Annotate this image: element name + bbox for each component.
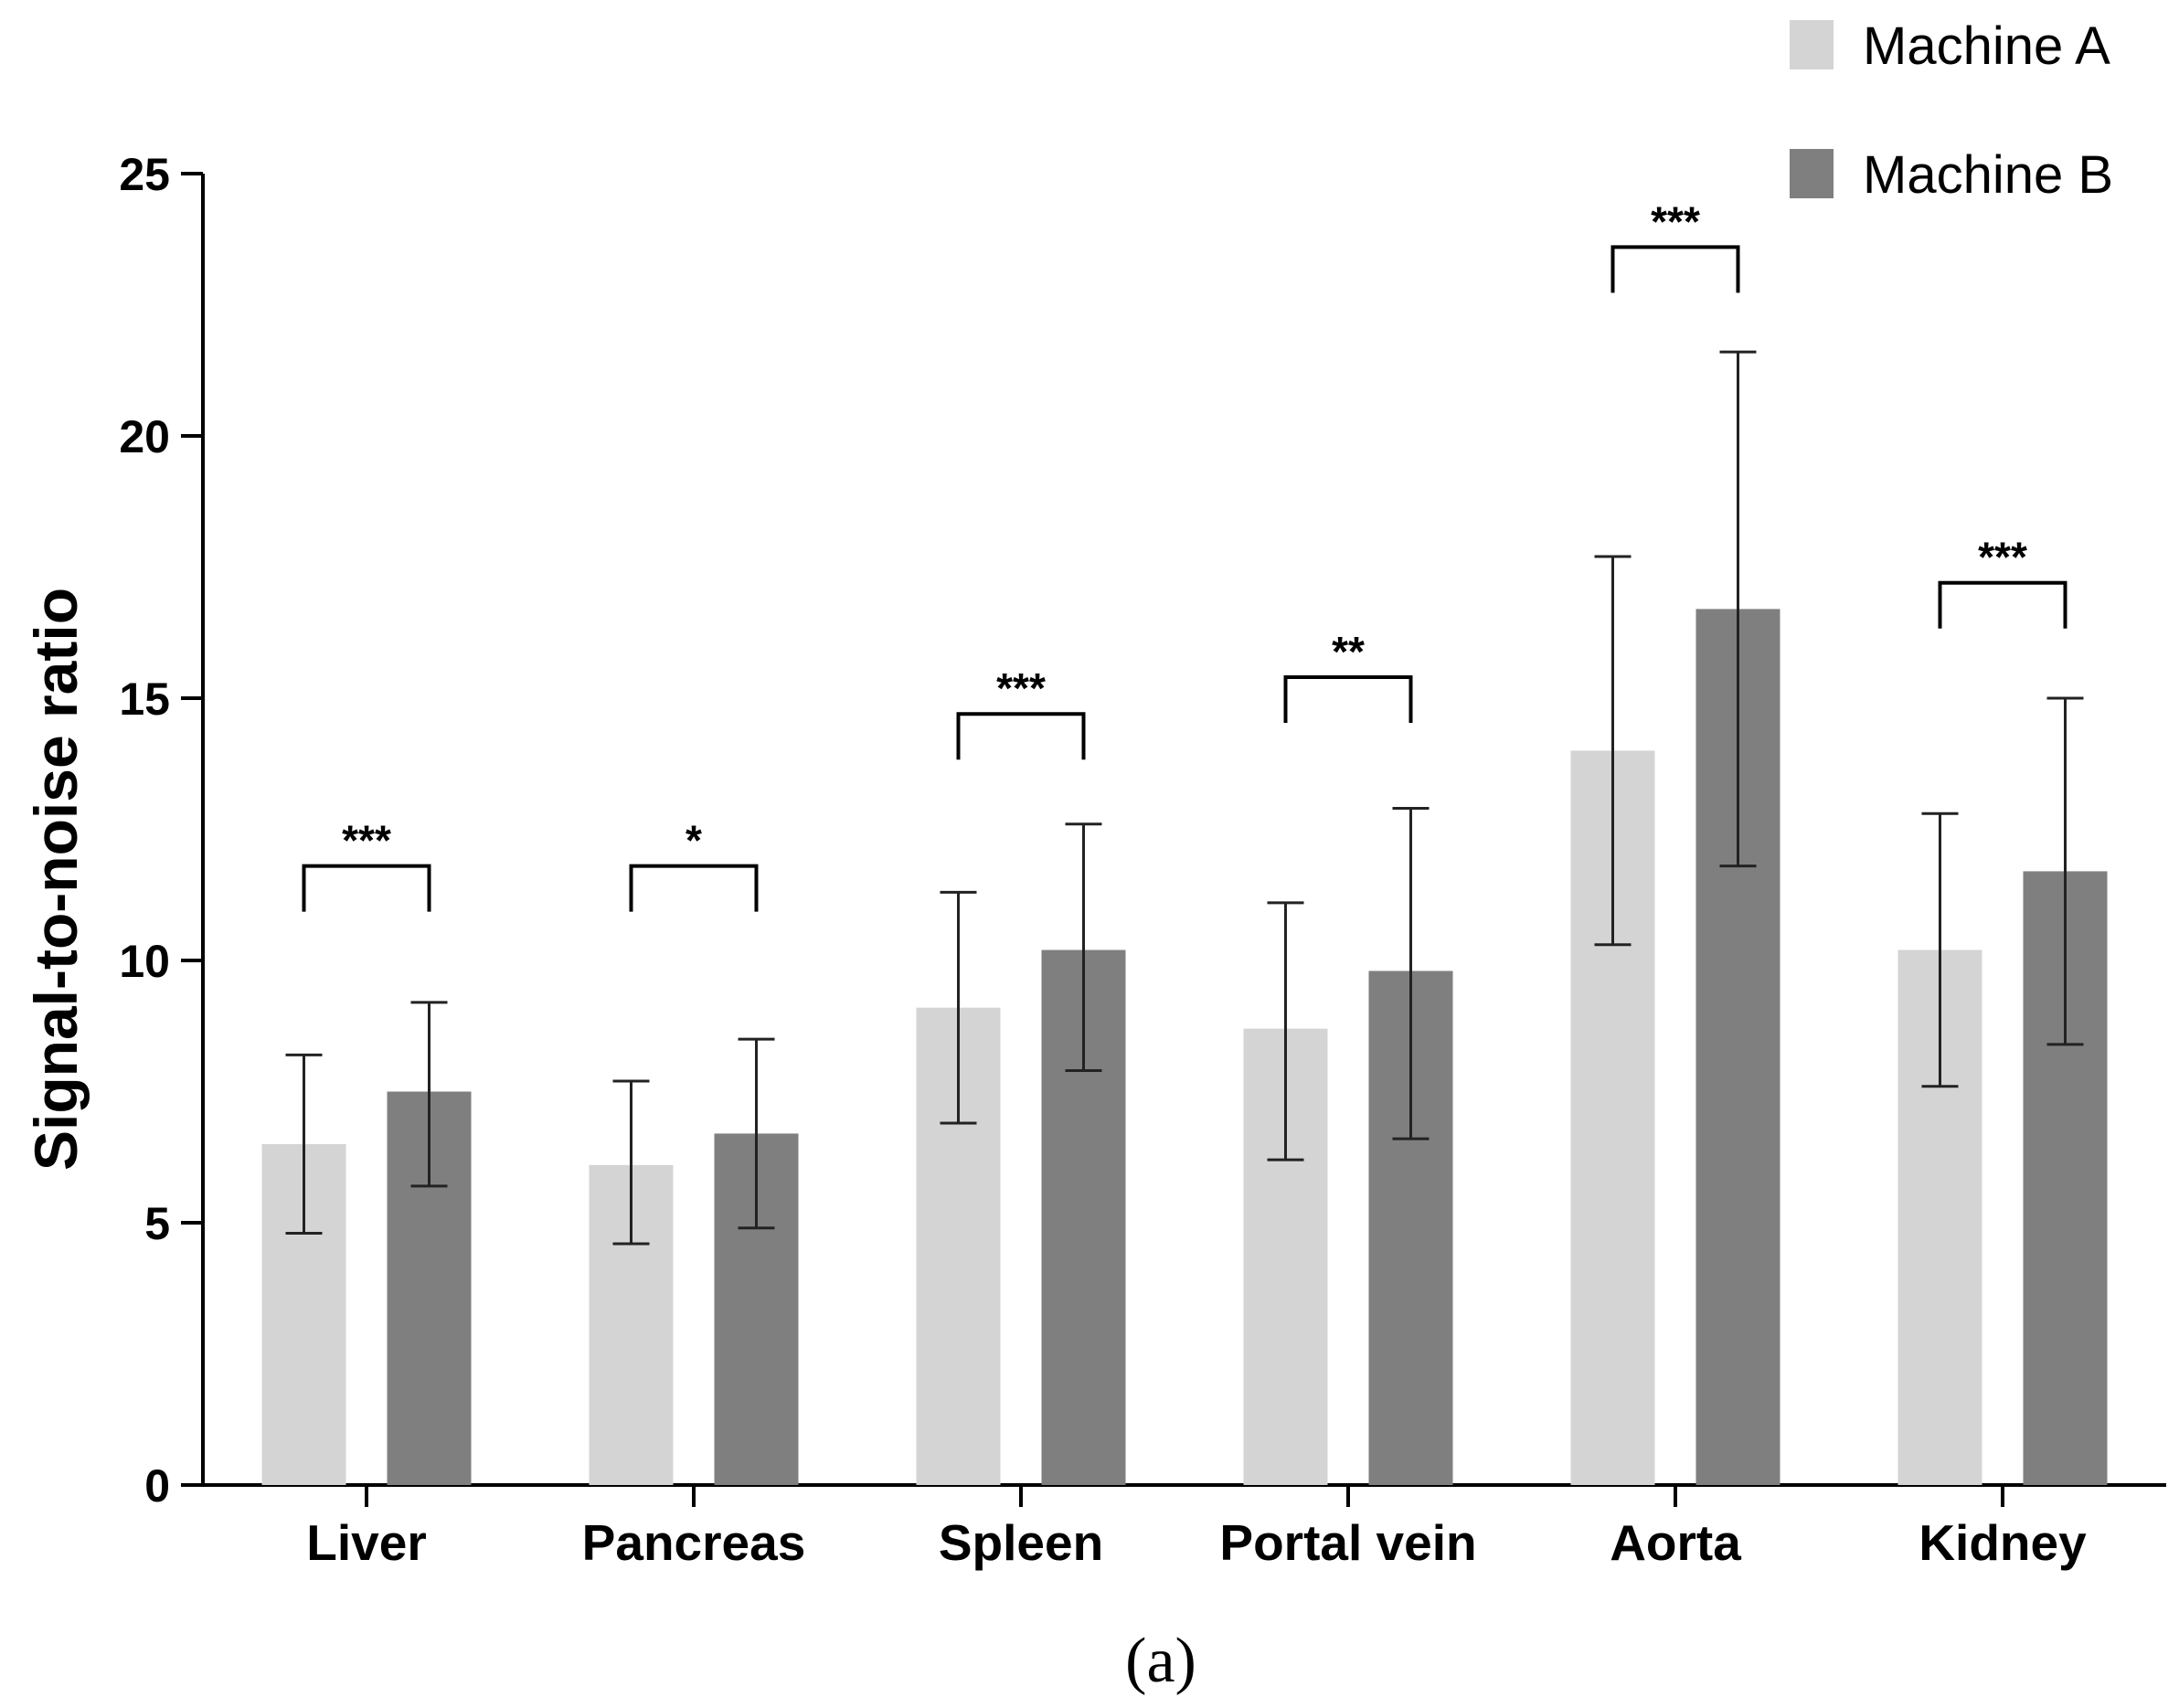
y-tick-label: 5 xyxy=(144,1198,170,1249)
significance-label: *** xyxy=(1978,534,2027,581)
error-bars xyxy=(285,350,2084,1246)
legend-swatch xyxy=(1790,20,1834,69)
x-tick-label: Aorta xyxy=(1610,1514,1741,1571)
legend-swatch xyxy=(1790,149,1834,198)
legend-label: Machine B xyxy=(1863,145,2113,205)
x-tick-label: Spleen xyxy=(939,1514,1103,1571)
significance-label: *** xyxy=(996,664,1046,712)
legend: Machine A Machine B xyxy=(1790,16,2113,205)
y-axis-label: Signal-to-noise ratio xyxy=(22,588,90,1171)
x-tick-label: Portal vein xyxy=(1219,1514,1476,1571)
legend-label: Machine A xyxy=(1863,16,2110,76)
y-tick-label: 0 xyxy=(144,1460,170,1512)
y-tick-label: 15 xyxy=(119,674,170,725)
significance-bracket xyxy=(629,864,759,912)
significance-label: ** xyxy=(1332,628,1365,675)
y-tick-label: 20 xyxy=(119,411,170,462)
y-tick-label: 25 xyxy=(119,149,170,200)
figure-caption: (a) xyxy=(1125,1626,1196,1696)
significance-bracket xyxy=(956,712,1086,760)
significance-bracket xyxy=(1283,675,1413,724)
significance-bracket xyxy=(302,864,431,912)
x-tick-label: Liver xyxy=(306,1514,426,1571)
significance-brackets: *** ************ xyxy=(302,197,2067,912)
x-tick-label: Kidney xyxy=(1919,1514,2087,1571)
significance-bracket xyxy=(1610,245,1740,293)
x-axis: Liver Pancreas Spleen Portal vein Aorta Kidne… xyxy=(203,1483,2166,1571)
bars xyxy=(261,609,2108,1485)
x-tick-label: Pancreas xyxy=(582,1514,806,1571)
significance-bracket xyxy=(1938,580,2067,629)
y-tick-label: 10 xyxy=(119,936,170,987)
significance-label: *** xyxy=(342,817,391,865)
significance-label: *** xyxy=(1651,197,1700,245)
y-axis: 0 5 10 15 20 25 xyxy=(119,149,205,1512)
significance-label: * xyxy=(686,817,702,865)
